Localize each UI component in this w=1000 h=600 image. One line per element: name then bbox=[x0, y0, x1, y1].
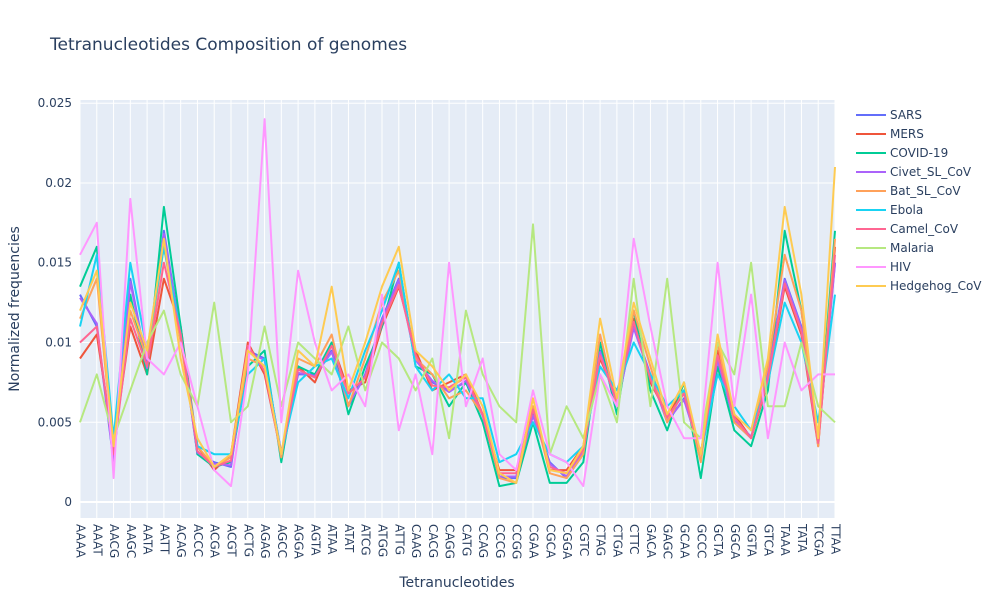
legend-item[interactable]: Ebola bbox=[856, 203, 923, 217]
x-tick-label: CGTC bbox=[577, 524, 591, 556]
x-tick-label: ACTG bbox=[241, 524, 255, 557]
x-axis-title: Tetranucleotides bbox=[398, 575, 514, 591]
legend-label: Ebola bbox=[890, 203, 923, 217]
x-tick-label: ATCG bbox=[359, 524, 373, 556]
series-line-ebola bbox=[79, 245, 836, 464]
x-tick-label: AAAA bbox=[74, 524, 88, 559]
x-tick-label: CAAG bbox=[409, 524, 423, 558]
x-tick-label: CGCA bbox=[543, 524, 557, 559]
x-tick-label: CATG bbox=[459, 524, 473, 556]
x-tick-label: AATA bbox=[141, 524, 155, 555]
x-tick-label: ACCC bbox=[191, 524, 205, 557]
x-tick-labels: AAAA AAAT AACG AAGC AATA AATT ACAG ACCC ACGA ACGT… bbox=[74, 523, 843, 560]
x-tick-label: AATT bbox=[157, 524, 171, 555]
x-tick-label: CTGA bbox=[610, 524, 624, 558]
legend-item[interactable]: Civet_SL_CoV bbox=[856, 165, 972, 179]
x-tick-label: ATAA bbox=[325, 524, 339, 555]
legend-item[interactable]: Bat_SL_CoV bbox=[856, 184, 961, 198]
x-tick-label: CACG bbox=[426, 524, 440, 558]
x-tick-label: ACGT bbox=[225, 524, 239, 557]
legend-label: SARS bbox=[890, 108, 922, 122]
x-tick-label: GCAA bbox=[678, 524, 692, 559]
legend-item[interactable]: COVID-19 bbox=[856, 146, 948, 160]
x-tick-label: GGTA bbox=[745, 524, 759, 558]
legend-item[interactable]: HIV bbox=[856, 260, 912, 274]
y-tick-label: 0.005 bbox=[38, 415, 72, 429]
x-tick-label: AGTA bbox=[308, 524, 322, 556]
x-tick-label: CTAG bbox=[594, 524, 608, 556]
legend-label: Camel_CoV bbox=[890, 222, 959, 236]
x-tick-label: AGGA bbox=[292, 524, 306, 560]
x-tick-label: AAGC bbox=[124, 524, 138, 558]
y-axis-title: Normalized frequencies bbox=[7, 226, 23, 392]
x-tick-label: ATTG bbox=[392, 524, 406, 555]
legend-item[interactable]: Malaria bbox=[856, 241, 934, 255]
series-line-hiv bbox=[79, 118, 835, 488]
x-tick-label: CTTC bbox=[627, 524, 641, 555]
legend-label: Bat_SL_CoV bbox=[890, 184, 961, 198]
legend-label: COVID-19 bbox=[890, 146, 948, 160]
x-tick-label: GGCA bbox=[728, 524, 742, 560]
x-tick-label: CCCG bbox=[493, 524, 507, 558]
x-tick-label: ATGG bbox=[376, 524, 390, 557]
x-tick-label: AAAT bbox=[90, 524, 104, 556]
plot-background bbox=[80, 100, 835, 518]
series-lines bbox=[79, 118, 836, 488]
legend-label: Hedgehog_CoV bbox=[890, 279, 982, 293]
x-tick-label: TAAA bbox=[778, 523, 792, 556]
x-tick-label: GACA bbox=[644, 524, 658, 559]
y-tick-label: 0 bbox=[64, 495, 72, 509]
x-tick-label: GTCA bbox=[761, 524, 775, 557]
x-tick-label: GAGC bbox=[661, 524, 675, 559]
legend-item[interactable]: Hedgehog_CoV bbox=[856, 279, 982, 293]
x-tick-label: CCGG bbox=[510, 524, 524, 559]
x-tick-label: AGCC bbox=[275, 524, 289, 558]
series-line-hedgehog-cov bbox=[79, 166, 836, 484]
x-tick-label: ACGA bbox=[208, 524, 222, 559]
y-tick-label: 0.025 bbox=[38, 96, 72, 110]
x-tick-label: AGAG bbox=[258, 524, 272, 559]
y-tick-label: 0.01 bbox=[45, 336, 72, 350]
x-tick-label: CGAA bbox=[527, 524, 541, 559]
legend-label: Civet_SL_CoV bbox=[890, 165, 972, 179]
x-tick-label: ATAT bbox=[342, 524, 356, 553]
legend-item[interactable]: Camel_CoV bbox=[856, 222, 959, 236]
legend-label: HIV bbox=[890, 260, 912, 274]
legend-label: MERS bbox=[890, 127, 924, 141]
y-tick-labels: 0 0.005 0.01 0.015 0.02 0.025 bbox=[38, 96, 72, 509]
x-tick-label: ACAG bbox=[174, 524, 188, 558]
x-tick-label: CCAG bbox=[476, 524, 490, 558]
chart-title: Tetranucleotides Composition of genomes bbox=[49, 35, 407, 55]
x-tick-label: TTAA bbox=[829, 523, 843, 555]
x-tick-label: TATA bbox=[795, 523, 809, 553]
x-tick-label: AACG bbox=[107, 524, 121, 558]
x-tick-label: CGGA bbox=[560, 524, 574, 560]
y-tick-label: 0.015 bbox=[38, 256, 72, 270]
x-tick-label: CAGG bbox=[443, 524, 457, 559]
x-tick-label: GCCC bbox=[694, 524, 708, 558]
legend-label: Malaria bbox=[890, 241, 934, 255]
legend[interactable]: SARS MERS COVID-19 Civet_SL_CoV Bat_SL_CoV Eb… bbox=[856, 108, 982, 293]
legend-item[interactable]: SARS bbox=[856, 108, 922, 122]
x-tick-label: TCGA bbox=[812, 523, 826, 557]
legend-item[interactable]: MERS bbox=[856, 127, 924, 141]
x-tick-label: GCTA bbox=[711, 524, 725, 557]
y-tick-label: 0.02 bbox=[45, 176, 72, 190]
